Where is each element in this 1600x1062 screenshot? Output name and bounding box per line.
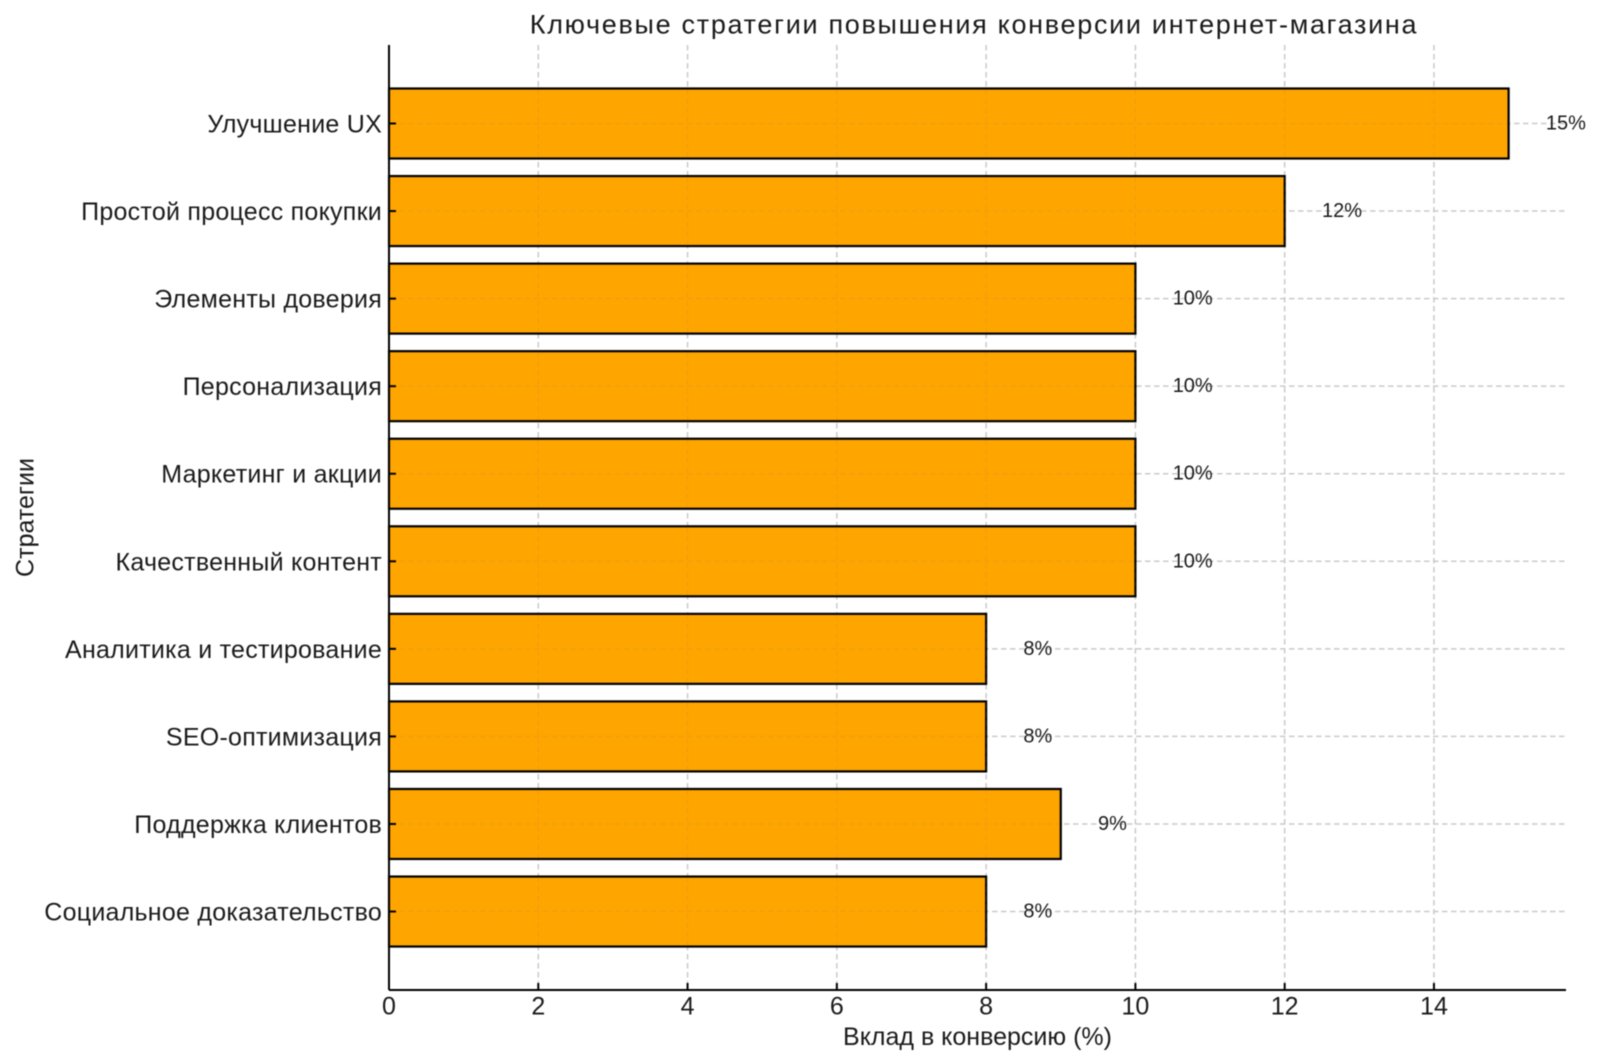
- svg-text:2: 2: [531, 993, 545, 1021]
- svg-text:14: 14: [1420, 993, 1448, 1021]
- svg-text:SEO-оптимизация: SEO-оптимизация: [166, 723, 382, 751]
- svg-text:6: 6: [830, 993, 844, 1021]
- svg-text:Поддержка клиентов: Поддержка клиентов: [134, 811, 382, 839]
- svg-text:12%: 12%: [1322, 200, 1362, 222]
- svg-text:9%: 9%: [1098, 813, 1127, 835]
- svg-text:Улучшение UX: Улучшение UX: [207, 111, 382, 139]
- svg-text:Стратегии: Стратегии: [12, 458, 40, 577]
- svg-text:Аналитика и тестирование: Аналитика и тестирование: [65, 636, 382, 664]
- svg-text:10%: 10%: [1173, 463, 1213, 485]
- svg-text:Социальное доказательство: Социальное доказательство: [44, 899, 382, 927]
- svg-text:10%: 10%: [1173, 375, 1213, 397]
- svg-text:Персонализация: Персонализация: [183, 373, 382, 401]
- svg-text:10: 10: [1121, 993, 1149, 1021]
- svg-text:8%: 8%: [1023, 901, 1052, 923]
- svg-text:8%: 8%: [1023, 725, 1052, 747]
- svg-text:Ключевые стратегии повышения к: Ключевые стратегии повышения конверсии и…: [530, 10, 1418, 40]
- svg-text:10%: 10%: [1173, 550, 1213, 572]
- svg-text:15%: 15%: [1546, 113, 1586, 135]
- svg-text:Элементы доверия: Элементы доверия: [154, 286, 382, 314]
- svg-text:8: 8: [979, 993, 993, 1021]
- svg-text:Вклад в конверсию (%): Вклад в конверсию (%): [843, 1023, 1112, 1051]
- svg-text:8%: 8%: [1023, 638, 1052, 660]
- svg-text:4: 4: [681, 993, 695, 1021]
- svg-text:12: 12: [1271, 993, 1299, 1021]
- svg-text:Простой процесс покупки: Простой процесс покупки: [81, 198, 382, 226]
- svg-text:Маркетинг и акции: Маркетинг и акции: [161, 461, 382, 489]
- svg-text:10%: 10%: [1173, 288, 1213, 310]
- svg-text:Качественный контент: Качественный контент: [116, 548, 383, 576]
- svg-text:0: 0: [382, 993, 396, 1021]
